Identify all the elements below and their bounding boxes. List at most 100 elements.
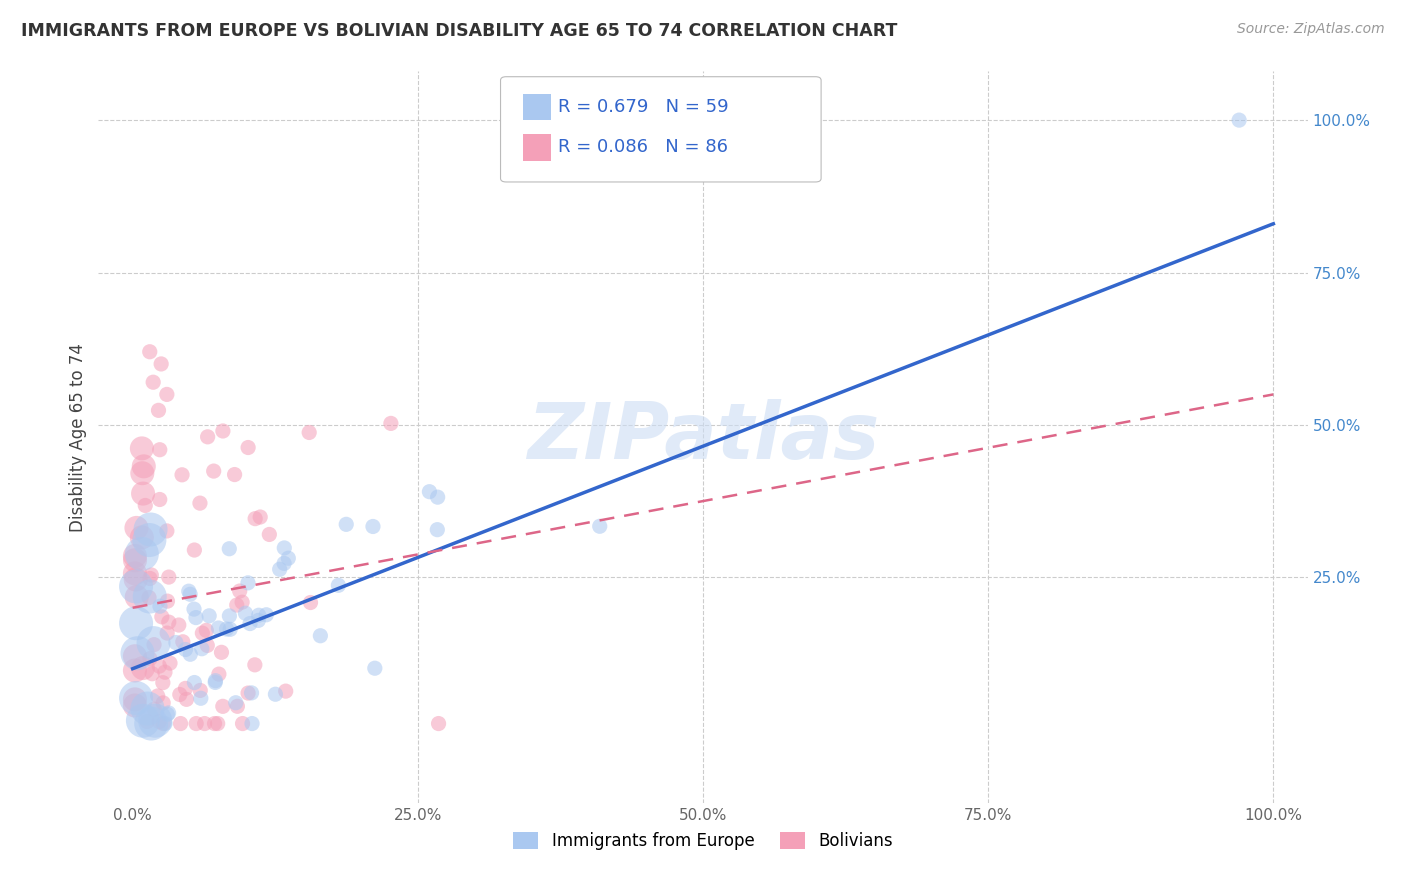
Point (188, 683, 211, 698)
Point (176, 692, 198, 706)
Point (146, 689, 169, 703)
Point (335, 517, 357, 532)
Point (149, 599, 172, 614)
Point (157, 570, 180, 584)
Point (165, 635, 187, 649)
Point (125, 579, 148, 593)
Point (157, 615, 180, 629)
Point (156, 524, 179, 538)
Point (139, 651, 162, 665)
Point (174, 681, 197, 696)
Point (236, 575, 259, 590)
Point (208, 667, 231, 681)
Point (186, 716, 208, 731)
Point (148, 403, 170, 417)
Point (207, 621, 229, 635)
Legend: Immigrants from Europe, Bolivians: Immigrants from Europe, Bolivians (506, 825, 900, 856)
Point (149, 442, 172, 457)
Point (142, 375, 165, 389)
Point (273, 557, 295, 571)
Text: R = 0.086   N = 86: R = 0.086 N = 86 (558, 138, 728, 156)
Point (204, 716, 226, 731)
Point (132, 714, 155, 728)
Point (247, 614, 270, 628)
Point (141, 666, 163, 681)
Point (240, 686, 263, 700)
Point (204, 673, 226, 688)
Point (418, 484, 440, 499)
Point (298, 425, 321, 440)
Point (124, 649, 146, 664)
Point (179, 587, 201, 601)
Point (198, 608, 221, 623)
Point (361, 519, 384, 533)
Point (139, 590, 162, 604)
Point (153, 716, 176, 731)
Point (589, 519, 612, 533)
Point (142, 636, 165, 650)
Point (125, 573, 148, 587)
Point (148, 659, 170, 673)
Point (131, 530, 153, 544)
Text: ZIPatlas: ZIPatlas (527, 399, 879, 475)
Point (184, 610, 207, 624)
Point (156, 626, 179, 640)
Point (188, 496, 211, 510)
Text: R = 0.679   N = 59: R = 0.679 N = 59 (558, 98, 728, 116)
Point (150, 610, 173, 624)
Point (195, 624, 218, 638)
Point (211, 699, 233, 714)
Point (226, 699, 249, 714)
Point (141, 716, 163, 731)
Point (174, 642, 197, 657)
Point (124, 553, 146, 567)
Point (232, 716, 254, 731)
Text: IMMIGRANTS FROM EUROPE VS BOLIVIAN DISABILITY AGE 65 TO 74 CORRELATION CHART: IMMIGRANTS FROM EUROPE VS BOLIVIAN DISAB… (21, 22, 897, 40)
Point (136, 714, 159, 729)
Point (224, 467, 246, 482)
Point (143, 714, 166, 728)
Point (299, 595, 322, 609)
Point (139, 572, 162, 586)
Point (207, 716, 229, 731)
Point (243, 511, 266, 525)
Point (195, 639, 218, 653)
Point (125, 590, 148, 604)
Point (179, 647, 201, 661)
Point (273, 541, 295, 555)
Point (231, 595, 253, 609)
Point (139, 523, 162, 537)
Point (228, 584, 250, 599)
Text: Source: ZipAtlas.com: Source: ZipAtlas.com (1237, 22, 1385, 37)
Point (183, 602, 205, 616)
Point (240, 716, 263, 731)
Point (157, 706, 180, 720)
Point (152, 696, 174, 710)
Point (218, 609, 240, 624)
Point (197, 430, 219, 444)
Point (159, 656, 181, 670)
Point (269, 562, 291, 576)
Point (132, 459, 155, 474)
Point (364, 661, 387, 675)
Point (131, 547, 153, 561)
Point (259, 527, 281, 541)
Point (124, 566, 146, 581)
Point (125, 691, 148, 706)
Point (218, 541, 240, 556)
Point (153, 665, 176, 680)
Point (148, 714, 170, 729)
Point (225, 598, 247, 612)
Point (167, 618, 190, 632)
Point (156, 594, 179, 608)
Point (169, 716, 191, 731)
Point (169, 688, 191, 702)
Point (124, 549, 146, 563)
Point (152, 675, 174, 690)
Point (143, 638, 166, 652)
Point (124, 692, 146, 706)
Point (172, 634, 194, 648)
Point (156, 707, 179, 722)
Point (225, 696, 247, 710)
Point (247, 608, 270, 623)
